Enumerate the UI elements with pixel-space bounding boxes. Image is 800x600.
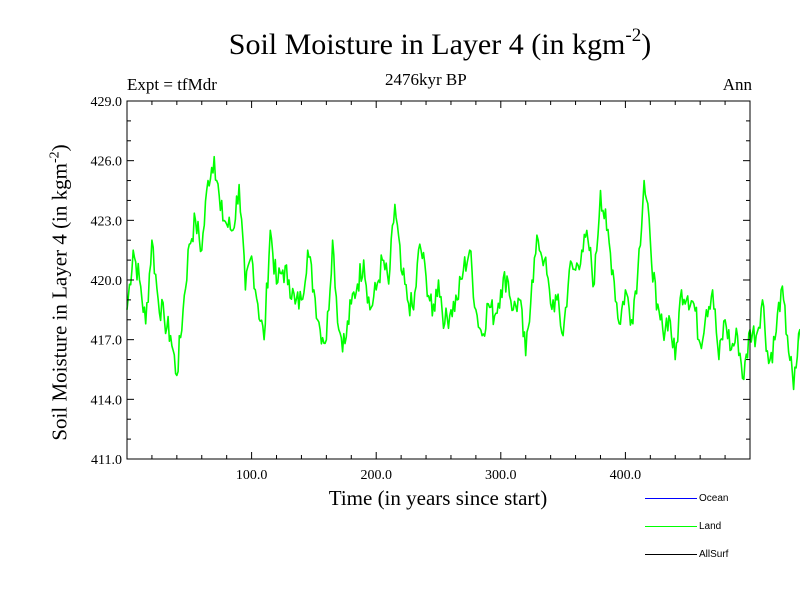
y-axis-label: Soil Moisture in Layer 4 (in kgm-2) [47, 144, 72, 441]
legend-swatch-ocean [645, 497, 697, 499]
y-tick-label: 426.0 [91, 155, 123, 170]
x-tick-label: 100.0 [236, 468, 268, 483]
y-tick-label: 423.0 [91, 214, 123, 229]
x-tick-label: 200.0 [360, 468, 392, 483]
y-tick-label: 414.0 [91, 393, 123, 408]
y-tick-label: 411.0 [91, 453, 122, 468]
legend-item-ocean: Ocean [645, 484, 775, 512]
chart-title: Soil Moisture in Layer 4 (in kgm-2) [228, 25, 652, 61]
y-tick-label: 420.0 [91, 274, 123, 289]
y-tick-label: 429.0 [91, 95, 123, 110]
legend-swatch-allsurf [645, 553, 697, 555]
legend: Ocean Land AllSurf [645, 484, 775, 568]
x-tick-label: 300.0 [485, 468, 517, 483]
legend-label-land: Land [699, 520, 722, 532]
y-tick-label: 417.0 [91, 334, 123, 349]
legend-label-ocean: Ocean [699, 492, 729, 504]
x-tick-label: 400.0 [610, 468, 642, 483]
legend-item-allsurf: AllSurf [645, 540, 775, 568]
ylabel-exponent: -2 [47, 151, 63, 164]
legend-swatch-land [645, 525, 697, 527]
legend-label-allsurf: AllSurf [699, 548, 729, 560]
chart-subtitle: 2476kyr BP [385, 70, 467, 89]
series-line-land [126, 155, 800, 391]
x-axis-label: Time (in years since start) [328, 486, 548, 510]
experiment-label: Expt = tfMdr [127, 75, 217, 94]
season-label: Ann [722, 75, 752, 94]
title-exponent: -2 [625, 25, 642, 46]
legend-item-land: Land [645, 512, 775, 540]
